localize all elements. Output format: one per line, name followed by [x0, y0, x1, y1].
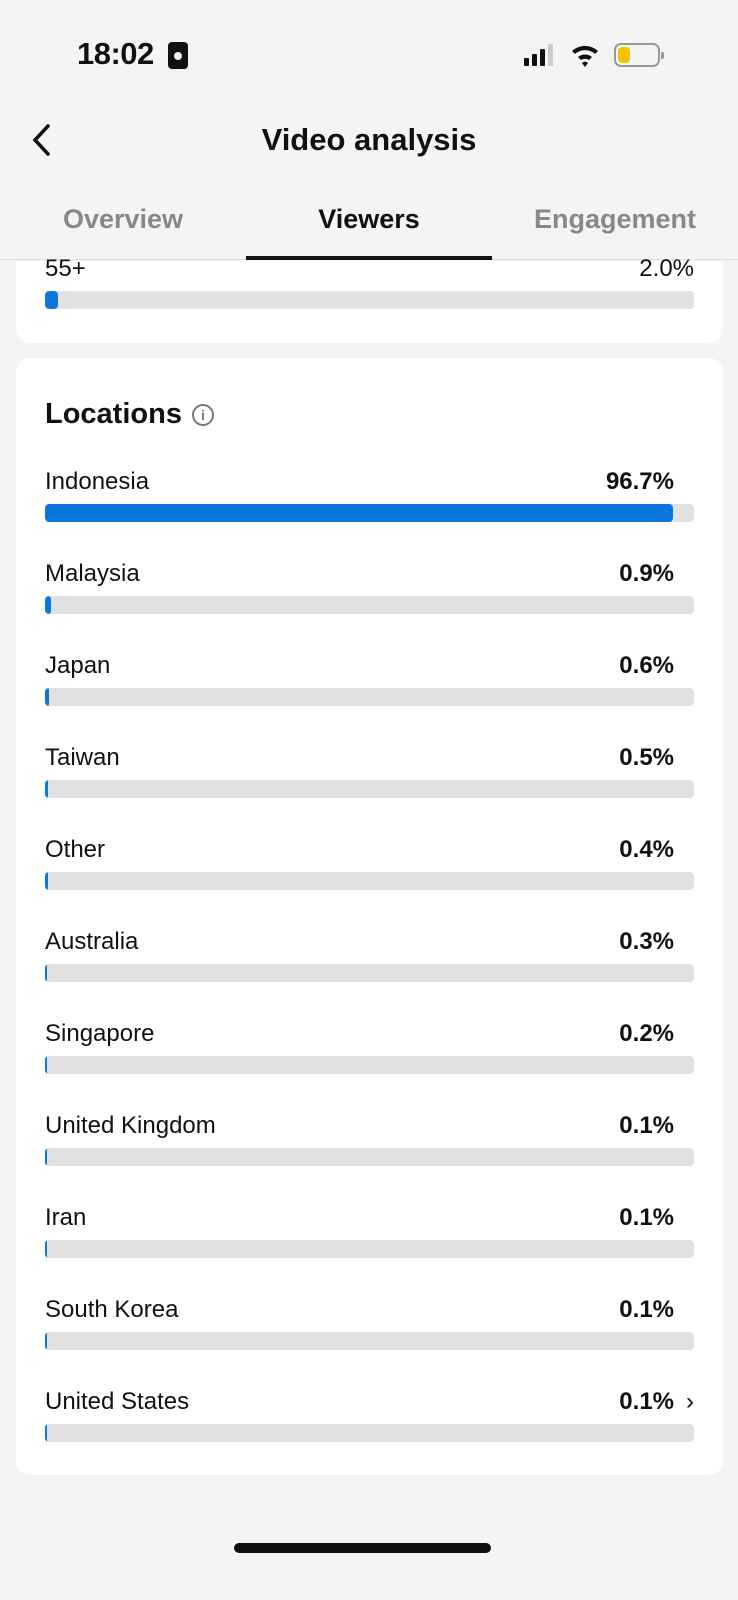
location-bar — [45, 872, 694, 890]
location-percent: 0.4% — [619, 836, 674, 863]
location-bar-fill — [45, 688, 49, 706]
location-bar-fill — [45, 1240, 47, 1258]
location-bar-fill — [45, 1148, 47, 1166]
location-label: Singapore — [45, 1020, 155, 1047]
home-indicator — [234, 1543, 491, 1553]
tab-bar: Overview Viewers Engagement — [0, 190, 738, 260]
location-bar-fill — [45, 964, 47, 982]
location-bar — [45, 1148, 694, 1166]
age-bar — [45, 291, 694, 309]
age-percent: 2.0% — [639, 255, 694, 282]
location-percent: 96.7% — [605, 468, 674, 495]
location-percent: 0.9% — [619, 560, 674, 587]
location-label: Iran — [45, 1204, 87, 1231]
location-bar-fill — [45, 596, 51, 614]
tab-viewers[interactable]: Viewers — [246, 190, 492, 260]
location-bar — [45, 1424, 694, 1442]
location-label: South Korea — [45, 1296, 179, 1323]
age-bar-fill — [45, 291, 58, 309]
location-bar — [45, 504, 694, 522]
location-bar — [45, 780, 694, 798]
location-label: Other — [45, 836, 106, 863]
location-label: United Kingdom — [45, 1112, 216, 1139]
location-bar-fill — [45, 780, 49, 798]
locations-card: Locations i Indonesia 96.7% Malaysia 0.9%… — [16, 358, 723, 1475]
location-percent: 0.1% — [619, 1204, 674, 1231]
location-bar — [45, 596, 694, 614]
battery-icon — [614, 43, 664, 67]
location-label: Malaysia — [45, 560, 140, 587]
location-bar-fill — [45, 872, 48, 890]
status-bar: 18:02 — [0, 0, 738, 100]
back-chevron-icon[interactable] — [30, 122, 54, 158]
location-percent: 0.5% — [619, 744, 674, 771]
location-bar — [45, 1332, 694, 1350]
location-bar-fill — [45, 1424, 47, 1442]
location-bar — [45, 1240, 694, 1258]
page-title: Video analysis — [261, 122, 477, 157]
info-icon[interactable]: i — [191, 403, 214, 426]
location-percent: 0.6% — [619, 652, 674, 679]
contact-badge-icon — [168, 42, 188, 69]
tab-overview[interactable]: Overview — [62, 204, 184, 234]
location-bar-fill — [45, 1332, 47, 1350]
location-percent: 0.1% — [619, 1112, 674, 1139]
location-label: Taiwan — [45, 744, 120, 771]
location-percent: 0.2% — [619, 1020, 674, 1047]
locations-title: Locations — [45, 398, 182, 430]
location-bar-fill — [45, 504, 673, 522]
location-percent: 0.1% — [619, 1388, 674, 1415]
chevron-right-icon[interactable]: › — [686, 1388, 694, 1415]
cellular-signal-icon — [524, 44, 553, 66]
wifi-icon — [572, 45, 598, 67]
location-bar — [45, 1056, 694, 1074]
location-percent: 0.1% — [619, 1296, 674, 1323]
tab-engagement[interactable]: Engagement — [533, 204, 697, 234]
location-label: Indonesia — [45, 468, 150, 495]
location-percent: 0.3% — [619, 928, 674, 955]
location-bar-fill — [45, 1056, 47, 1074]
location-label: United States — [45, 1388, 190, 1415]
age-card: 55+ 2.0% — [16, 255, 723, 343]
location-bar — [45, 964, 694, 982]
status-time: 18:02 — [77, 36, 154, 71]
age-label: 55+ — [45, 255, 86, 282]
location-label: Japan — [45, 652, 111, 679]
location-bar — [45, 688, 694, 706]
location-label: Australia — [45, 928, 139, 955]
